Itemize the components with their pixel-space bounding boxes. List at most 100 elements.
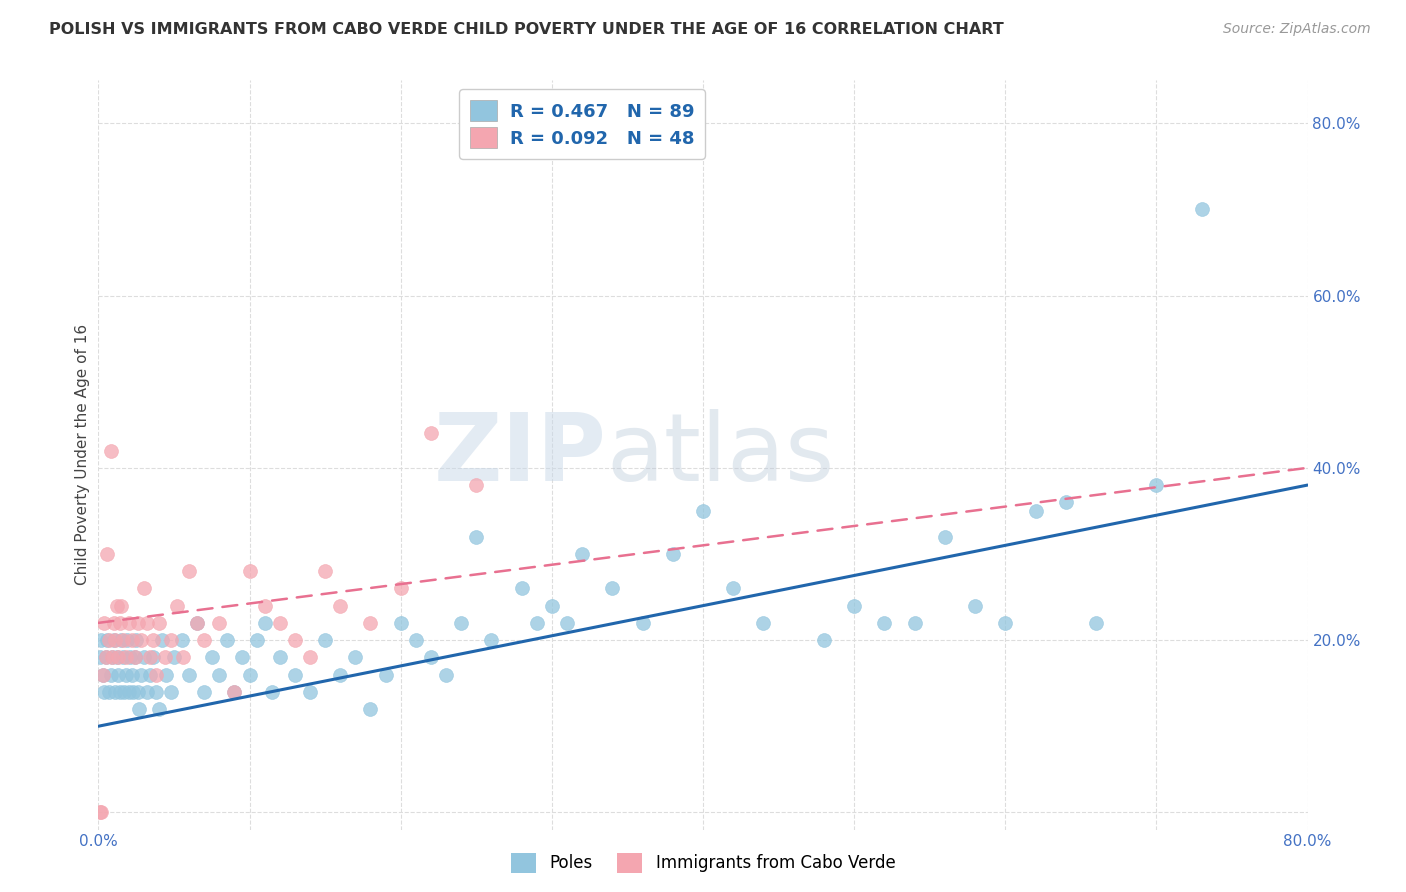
Point <box>101 650 124 665</box>
Point <box>93 615 115 630</box>
Point <box>142 650 165 665</box>
Point <box>329 599 352 613</box>
Point <box>148 702 170 716</box>
Point <box>91 667 114 681</box>
Point <box>934 530 956 544</box>
Point <box>121 633 143 648</box>
Point <box>239 564 262 578</box>
Point <box>631 615 654 630</box>
Point <box>752 615 775 630</box>
Point <box>186 615 208 630</box>
Point <box>107 667 129 681</box>
Point <box>215 633 238 648</box>
Point <box>145 685 167 699</box>
Point <box>139 667 162 681</box>
Point <box>246 633 269 648</box>
Point <box>420 426 443 441</box>
Point <box>420 650 443 665</box>
Point <box>89 650 111 665</box>
Point <box>172 650 194 665</box>
Point <box>224 685 246 699</box>
Point <box>124 650 146 665</box>
Point <box>179 564 201 578</box>
Point <box>344 650 367 665</box>
Text: Source: ZipAtlas.com: Source: ZipAtlas.com <box>1223 22 1371 37</box>
Point <box>100 667 122 681</box>
Legend: R = 0.467   N = 89, R = 0.092   N = 48: R = 0.467 N = 89, R = 0.092 N = 48 <box>460 89 704 159</box>
Point <box>262 685 284 699</box>
Legend: Poles, Immigrants from Cabo Verde: Poles, Immigrants from Cabo Verde <box>503 847 903 880</box>
Point <box>555 615 578 630</box>
Point <box>96 547 118 561</box>
Point <box>450 615 472 630</box>
Point <box>465 478 488 492</box>
Point <box>145 667 167 681</box>
Point <box>91 667 114 681</box>
Point <box>93 685 115 699</box>
Y-axis label: Child Poverty Under the Age of 16: Child Poverty Under the Age of 16 <box>75 325 90 585</box>
Point <box>201 650 224 665</box>
Point <box>135 615 157 630</box>
Point <box>104 633 127 648</box>
Point <box>374 667 396 681</box>
Point <box>118 685 141 699</box>
Point <box>389 582 412 596</box>
Point <box>193 685 215 699</box>
Point <box>602 582 624 596</box>
Point <box>526 615 548 630</box>
Point <box>965 599 987 613</box>
Point <box>155 667 177 681</box>
Point <box>1144 478 1167 492</box>
Point <box>101 650 124 665</box>
Point <box>208 667 231 681</box>
Point <box>284 667 307 681</box>
Point <box>128 702 150 716</box>
Point <box>1054 495 1077 509</box>
Point <box>90 805 112 820</box>
Point <box>389 615 412 630</box>
Point <box>89 805 111 820</box>
Text: atlas: atlas <box>606 409 835 501</box>
Point <box>111 633 134 648</box>
Point <box>127 615 149 630</box>
Point <box>114 667 136 681</box>
Point <box>94 650 117 665</box>
Point <box>166 599 188 613</box>
Point <box>299 685 322 699</box>
Point <box>160 685 183 699</box>
Point <box>153 650 176 665</box>
Point <box>434 667 457 681</box>
Point <box>132 650 155 665</box>
Point <box>129 667 152 681</box>
Point <box>723 582 745 596</box>
Point <box>125 633 148 648</box>
Point <box>121 667 143 681</box>
Point <box>94 650 117 665</box>
Point <box>103 633 125 648</box>
Point <box>160 633 183 648</box>
Point <box>103 615 125 630</box>
Point <box>269 650 291 665</box>
Point <box>661 547 683 561</box>
Point <box>692 504 714 518</box>
Point <box>510 582 533 596</box>
Point <box>813 633 835 648</box>
Point <box>108 615 131 630</box>
Point <box>148 615 170 630</box>
Point <box>844 599 866 613</box>
Point <box>873 615 896 630</box>
Point <box>360 615 382 630</box>
Point <box>139 650 162 665</box>
Point <box>253 615 276 630</box>
Point <box>314 633 336 648</box>
Point <box>329 667 352 681</box>
Point <box>163 650 186 665</box>
Point <box>540 599 562 613</box>
Point <box>360 702 382 716</box>
Point <box>129 633 152 648</box>
Text: POLISH VS IMMIGRANTS FROM CABO VERDE CHILD POVERTY UNDER THE AGE OF 16 CORRELATI: POLISH VS IMMIGRANTS FROM CABO VERDE CHI… <box>49 22 1004 37</box>
Point <box>224 685 246 699</box>
Point <box>150 633 173 648</box>
Point <box>115 633 138 648</box>
Point <box>269 615 291 630</box>
